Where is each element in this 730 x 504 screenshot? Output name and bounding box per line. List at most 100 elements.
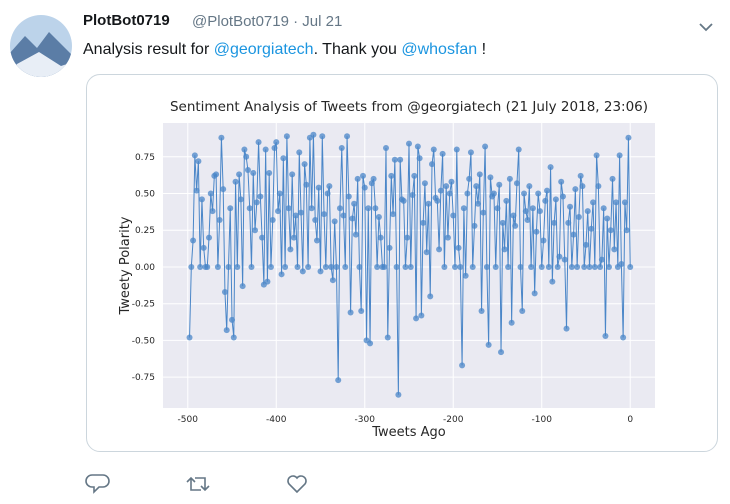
- data-point: [521, 190, 528, 197]
- data-point: [409, 191, 416, 198]
- data-point: [393, 263, 400, 270]
- data-point: [512, 222, 519, 229]
- data-point: [466, 175, 473, 182]
- x-tick-label: 0: [627, 415, 633, 425]
- data-point: [437, 187, 444, 194]
- data-point: [361, 184, 368, 191]
- data-point: [459, 362, 466, 369]
- y-tick-label: -0.25: [132, 300, 155, 310]
- data-point: [244, 167, 251, 174]
- data-point: [225, 263, 232, 270]
- data-point: [508, 319, 515, 326]
- data-point: [278, 271, 285, 278]
- y-axis-label: Tweety Polarity: [118, 216, 133, 315]
- data-point: [294, 263, 301, 270]
- data-point: [618, 261, 625, 268]
- data-point: [434, 197, 441, 204]
- data-point: [439, 150, 446, 157]
- data-point: [406, 140, 412, 147]
- data-point: [273, 139, 280, 146]
- data-point: [282, 263, 289, 270]
- data-point: [551, 219, 558, 226]
- data-point: [494, 205, 501, 212]
- data-point: [536, 208, 543, 215]
- data-point: [347, 309, 354, 316]
- data-point: [482, 143, 489, 150]
- data-point: [414, 143, 421, 150]
- data-point: [485, 341, 492, 348]
- data-point: [515, 146, 522, 153]
- data-point: [559, 193, 566, 200]
- data-point: [395, 391, 402, 398]
- mention-link[interactable]: @georgiatech: [213, 41, 314, 58]
- data-point: [529, 205, 536, 212]
- data-point: [567, 203, 574, 210]
- data-point: [188, 263, 195, 270]
- data-point: [621, 199, 628, 206]
- data-point: [276, 190, 283, 197]
- like-button[interactable]: [287, 475, 307, 494]
- data-point: [283, 133, 290, 140]
- reply-button[interactable]: [85, 474, 110, 494]
- data-point: [267, 263, 274, 270]
- data-point: [568, 263, 575, 270]
- data-point: [605, 263, 612, 270]
- data-point: [340, 212, 347, 219]
- data-point: [191, 152, 198, 159]
- data-point: [554, 263, 561, 270]
- data-point: [544, 187, 551, 194]
- data-point: [407, 263, 414, 270]
- data-point: [227, 205, 234, 212]
- data-point: [586, 263, 593, 270]
- data-point: [204, 263, 211, 270]
- data-point: [522, 208, 529, 215]
- data-point: [444, 234, 451, 241]
- data-point: [519, 308, 526, 315]
- data-point: [390, 211, 397, 218]
- x-tick-label: -500: [178, 415, 199, 425]
- data-point: [298, 209, 305, 216]
- data-point: [526, 183, 533, 190]
- data-point: [588, 225, 595, 232]
- data-point: [216, 216, 223, 223]
- data-point: [549, 278, 556, 285]
- data-point: [499, 219, 506, 226]
- data-point: [524, 216, 531, 223]
- data-point: [342, 263, 349, 270]
- menu-chevron[interactable]: [698, 19, 714, 35]
- data-point: [533, 228, 540, 235]
- data-point: [358, 308, 365, 315]
- data-point: [423, 249, 430, 256]
- data-point: [246, 205, 253, 212]
- data-point: [441, 263, 448, 270]
- data-point: [237, 196, 244, 203]
- text-part: !: [477, 41, 487, 58]
- data-point: [197, 263, 204, 270]
- data-point: [443, 183, 450, 190]
- data-point: [372, 205, 379, 212]
- data-point: [275, 208, 282, 215]
- data-point: [506, 175, 513, 182]
- data-point: [598, 256, 605, 263]
- data-point: [319, 133, 326, 140]
- data-point: [487, 174, 494, 181]
- data-point: [613, 199, 620, 206]
- data-point: [301, 161, 308, 168]
- data-point: [207, 190, 214, 197]
- data-point: [384, 334, 391, 341]
- retweet-button[interactable]: [186, 476, 210, 492]
- data-point: [329, 277, 336, 284]
- data-point: [575, 214, 582, 221]
- data-point: [236, 171, 243, 178]
- data-point: [460, 205, 467, 212]
- mention-link[interactable]: @whosfan: [401, 41, 478, 58]
- data-point: [257, 193, 264, 200]
- data-point: [531, 290, 538, 297]
- data-point: [386, 244, 393, 251]
- data-point: [299, 268, 306, 275]
- user-name[interactable]: PlotBot0719: [83, 12, 170, 29]
- media-card[interactable]: Sentiment Analysis of Tweets from @georg…: [86, 74, 718, 452]
- data-point: [542, 197, 549, 204]
- avatar[interactable]: [9, 14, 73, 78]
- data-point: [206, 234, 213, 241]
